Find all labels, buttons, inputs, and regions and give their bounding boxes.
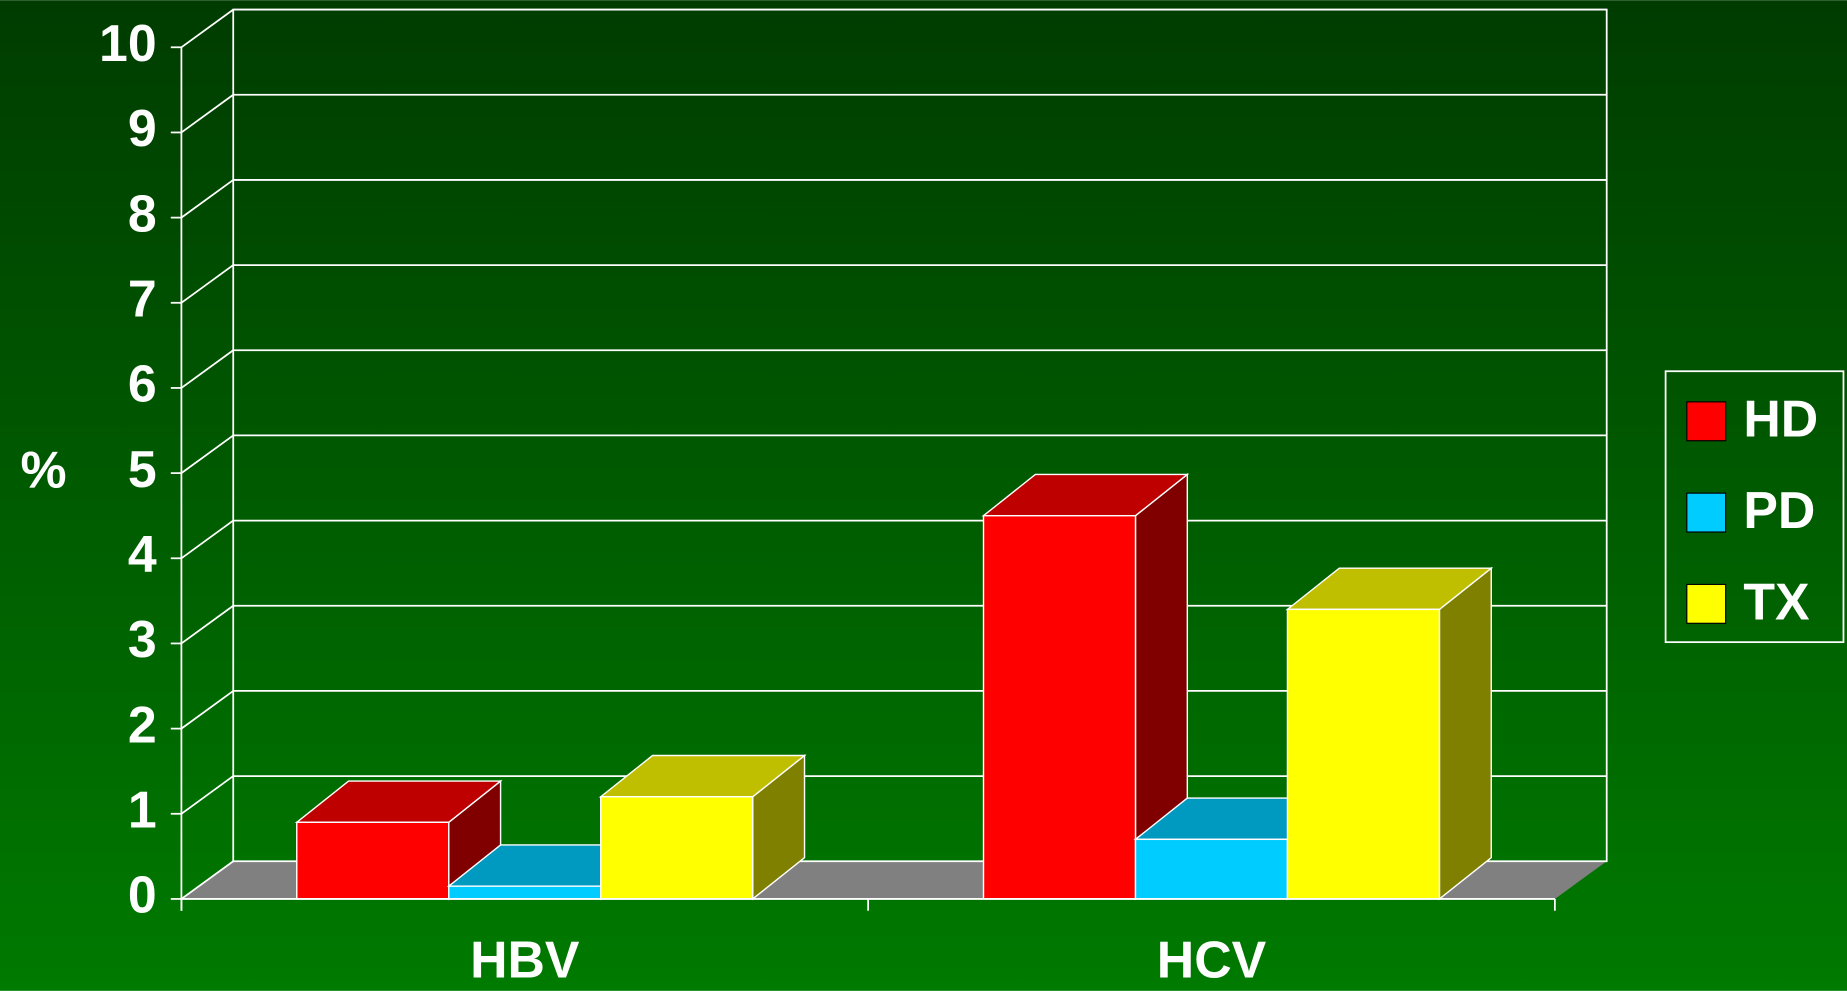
y-tick-label: 4 xyxy=(128,525,157,583)
y-axis-label: % xyxy=(21,440,67,498)
bar xyxy=(1286,608,1441,900)
y-tick-label: 5 xyxy=(128,440,157,498)
bars xyxy=(294,473,1494,901)
y-tick-label: 10 xyxy=(99,14,157,72)
legend-label: PD xyxy=(1743,481,1815,539)
grid-line-side xyxy=(180,605,234,645)
bar xyxy=(1134,838,1289,900)
bar xyxy=(982,514,1137,900)
grid-line-side xyxy=(180,179,234,219)
legend-label: TX xyxy=(1743,572,1810,630)
legend-box xyxy=(1664,370,1845,644)
grid-line-side xyxy=(180,434,234,474)
y-tick-label: 8 xyxy=(128,184,157,242)
bar xyxy=(600,796,754,900)
y-tick-label: 9 xyxy=(128,99,157,157)
y-tick-label: 1 xyxy=(128,780,157,838)
x-tick-label: HCV xyxy=(1157,930,1267,988)
grid-line-side xyxy=(180,264,234,304)
y-tick-label: 0 xyxy=(128,866,157,924)
legend-label: HD xyxy=(1743,390,1818,448)
grid-line-side xyxy=(180,860,234,900)
grid-line-side xyxy=(180,8,234,49)
x-tick-label: HBV xyxy=(470,930,580,988)
y-tick-label: 3 xyxy=(128,610,157,668)
bar xyxy=(448,885,602,900)
bar-side xyxy=(1438,566,1492,901)
y-tick-label: 2 xyxy=(128,695,157,753)
grid-line-side xyxy=(180,690,234,730)
y-tick-label: 7 xyxy=(128,269,157,327)
grid-line-side xyxy=(180,94,234,134)
grid-line-side xyxy=(180,775,234,815)
legend: HD PD TX xyxy=(1686,390,1818,630)
y-tick-label: 6 xyxy=(128,355,157,413)
legend-swatch xyxy=(1686,492,1727,533)
grid-line-side xyxy=(180,519,234,559)
grid-line-side xyxy=(180,349,234,389)
bar xyxy=(296,821,450,900)
legend-swatch xyxy=(1686,401,1727,442)
legend-swatch xyxy=(1686,583,1727,624)
